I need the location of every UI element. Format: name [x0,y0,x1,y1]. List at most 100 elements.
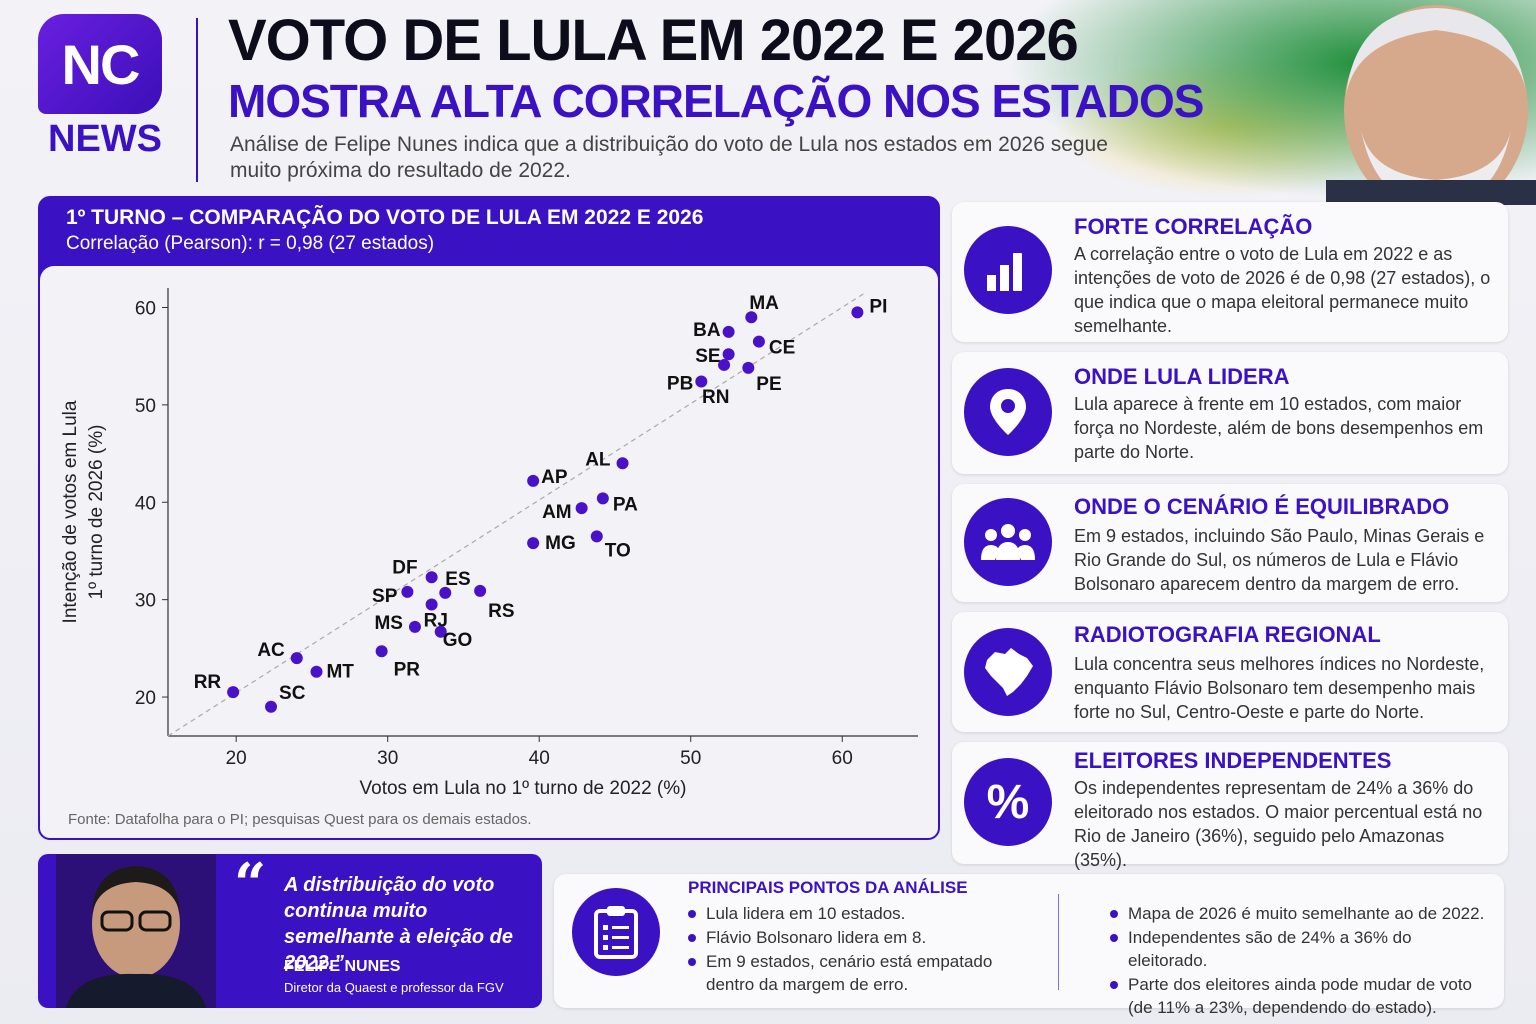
point-label-mt: MT [326,662,354,683]
chart-source: Fonte: Datafolha para o PI; pesquisas Qu… [68,811,532,828]
point-label-sp: SP [372,586,398,607]
point-label-rn: RN [702,387,729,408]
scatter-point-rr [227,686,240,699]
chart-body: 20 30 40 50 60 20 30 40 50 60 Votos em Lula no 1º … [40,266,938,838]
logo-news-text: NEWS [48,118,162,160]
list-item: Flávio Bolsonaro lidera em 8. [686,926,1016,949]
felipe-nunes-photo [56,854,216,1008]
x-tick-label: 50 [680,748,701,769]
scatter-point-pr [375,645,388,658]
y-axis-label: 1º turno de 2026 (%) [86,425,107,600]
point-label-ma: MA [749,293,779,314]
key-points-card: PRINCIPAIS PONTOS DA ANÁLISE Lula lidera… [554,874,1504,1017]
y-tick-label: 20 [135,688,156,709]
clipboard-icon [572,888,660,976]
scatter-point-ac [290,652,303,665]
scatter-point-mg [527,537,540,550]
scatter-point-rj [425,598,438,611]
chart-header: 1º TURNO – COMPARAÇÃO DO VOTO DE LULA EM… [40,198,938,266]
chart-title: 1º TURNO – COMPARAÇÃO DO VOTO DE LULA EM… [66,206,704,229]
point-label-es: ES [445,569,470,590]
card-text: Lula concentra seus melhores índices no … [1074,654,1485,722]
point-label-mg: MG [545,533,576,554]
point-label-ap: AP [541,467,568,488]
point-label-pr: PR [394,659,421,680]
brazil-map-icon [964,628,1052,716]
list-item: Mapa de 2026 é muito semelhante ao de 20… [1108,902,1488,925]
key-points-divider [1058,894,1059,990]
y-tick-label: 60 [135,298,156,319]
list-item: Parte dos eleitores ainda pode mudar de … [1108,973,1488,1019]
card-radiotografia-regional: RADIOTOGRAFIA REGIONAL Lula concentra se… [952,612,1508,732]
headline-line2: MOSTRA ALTA CORRELAÇÃO NOS ESTADOS [228,75,1204,127]
scatter-point-am [575,502,588,515]
scatter-point-ap [527,474,540,487]
nc-logo: NC [38,14,162,114]
card-forte-correlacao: FORTE CORRELAÇÃO A correlação entre o vo… [952,202,1508,342]
key-points-right-list: Mapa de 2026 é muito semelhante ao de 20… [1108,902,1488,1020]
scatter-point-pe [742,361,755,374]
chart-panel: 1º TURNO – COMPARAÇÃO DO VOTO DE LULA EM… [38,196,940,840]
headline-line1: VOTO DE LULA EM 2022 E 2026 [228,8,1079,73]
scatter-point-ma [745,311,758,324]
chart-subtitle: Correlação (Pearson): r = 0,98 (27 estad… [66,233,435,254]
scatter-point-ms [408,620,421,633]
point-label-ce: CE [769,338,795,359]
trend-line [167,292,866,737]
scatter-point-go [434,625,447,638]
x-tick-label: 40 [529,748,550,769]
point-label-sc: SC [279,683,306,704]
point-label-rr: RR [194,672,222,693]
bar-chart-icon [964,226,1052,314]
card-text: Em 9 estados, incluindo São Paulo, Minas… [1074,526,1485,594]
card-title: ONDE LULA LIDERA [1074,364,1290,389]
scatter-point-ce [752,335,765,348]
scatter-point-sp [401,585,414,598]
card-title: ELEITORES INDEPENDENTES [1074,748,1392,773]
point-label-pe: PE [756,374,781,395]
card-text: A correlação entre o voto de Lula em 202… [1074,244,1491,336]
key-points-title: PRINCIPAIS PONTOS DA ANÁLISE [688,878,968,897]
list-item: Lula lidera em 10 estados. [686,902,1016,925]
scatter-point-ba [722,325,735,338]
point-label-df: DF [392,557,417,578]
scatter-point-al [616,457,629,470]
scatter-point-sc [265,700,278,713]
headline-subtitle: Análise de Felipe Nunes indica que a dis… [230,133,1108,182]
logo-text: NC [61,32,141,96]
scatter-point-pi [851,306,864,319]
scatter-point-rs [474,584,487,597]
scatter-point-rn [718,358,731,371]
header-divider [196,18,198,182]
y-tick-label: 50 [135,396,156,417]
y-axis-label: Intenção de votos em Lula [60,400,81,623]
card-text: Lula aparece à frente em 10 estados, com… [1074,394,1484,462]
quote-card: “ A distribuição do voto continua muito … [38,854,542,1008]
people-icon [964,498,1052,586]
x-tick-label: 30 [377,748,398,769]
point-label-go: GO [443,630,473,651]
point-label-pa: PA [613,494,638,515]
card-title: ONDE O CENÁRIO É EQUILIBRADO [1074,494,1450,519]
point-label-al: AL [585,449,611,470]
percent-icon: % [964,758,1052,846]
scatter-point-to [590,530,603,543]
point-label-to: TO [605,540,631,561]
quote-mark-icon: “ [234,854,267,917]
x-axis-label: Votos em Lula no 1º turno de 2022 (%) [360,778,687,799]
card-eleitores-independentes: % ELEITORES INDEPENDENTES Os independent… [952,742,1508,870]
quote-text: A distribuição do voto continua muito se… [284,874,514,974]
y-tick-label: 40 [135,493,156,514]
point-label-rs: RS [488,601,514,622]
scatter-point-pb [695,375,708,388]
card-cenario-equilibrado: ONDE O CENÁRIO É EQUILIBRADO Em 9 estado… [952,484,1508,602]
card-title: RADIOTOGRAFIA REGIONAL [1074,622,1381,647]
quote-author-role: Diretor da Quaest e professor da FGV [284,980,504,995]
point-label-ba: BA [693,320,721,341]
quote-author-name: FELIPE NUNES [284,958,401,975]
scatter-point-es [439,586,452,599]
point-label-se: SE [695,346,720,367]
point-label-am: AM [542,502,572,523]
map-pin-icon [964,368,1052,456]
list-item: Independentes são de 24% a 36% do eleito… [1108,926,1488,972]
